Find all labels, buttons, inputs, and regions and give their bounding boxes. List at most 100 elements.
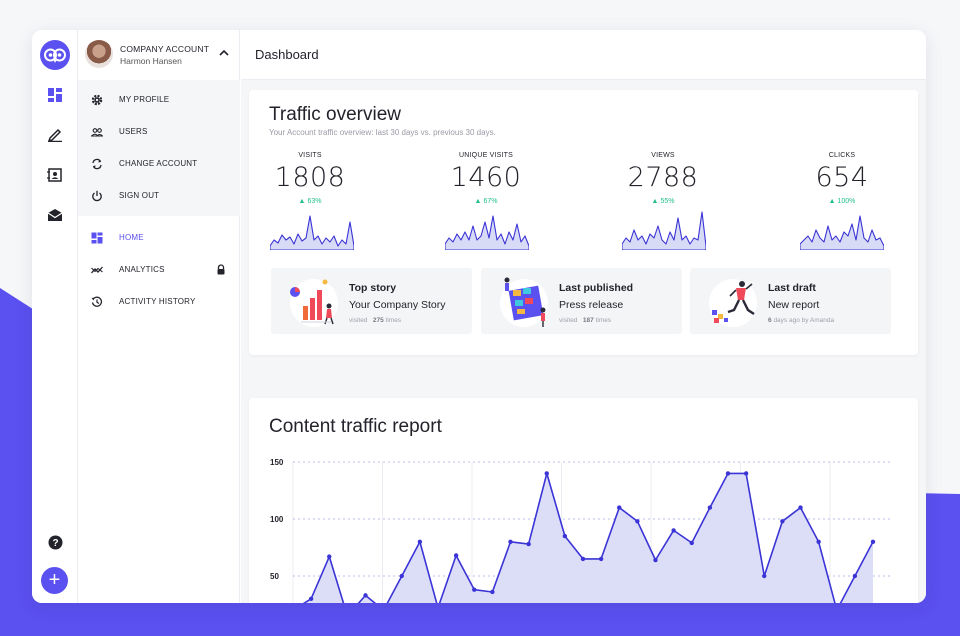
story-card-last-published[interactable]: Last published Press release visited 187… xyxy=(481,268,682,334)
stat-value: 1808 xyxy=(274,162,346,193)
help-icon[interactable]: ? xyxy=(32,529,78,555)
chart-point xyxy=(399,573,404,579)
sparkline-visits xyxy=(270,215,354,250)
chart-point xyxy=(508,539,513,544)
owl-logo-icon[interactable] xyxy=(40,40,70,70)
traffic-overview-subtitle: Your Account traffic overview: last 30 d… xyxy=(269,128,496,137)
chart-point xyxy=(617,505,622,510)
stat-value: 1460 xyxy=(450,162,522,193)
chart-point xyxy=(725,471,731,476)
chart-illustration-icon xyxy=(290,279,338,327)
menu-item-label: USERS xyxy=(119,127,148,136)
content-traffic-title: Content traffic report xyxy=(269,416,442,437)
chart-point xyxy=(689,540,694,546)
chart-point xyxy=(653,557,658,563)
stat-unique-visits: UNIQUE VISITS 1460 ▲ 67% xyxy=(431,152,541,205)
power-icon xyxy=(92,190,102,202)
chart-point xyxy=(852,573,858,579)
stat-label: VIEWS xyxy=(651,152,675,159)
stat-label: CLICKS xyxy=(828,152,856,159)
sparkline-clicks xyxy=(800,215,884,250)
story-title: Last draft xyxy=(768,282,816,294)
chart-area xyxy=(304,473,873,603)
y-tick-label: 150 xyxy=(270,458,284,467)
users-icon xyxy=(91,128,103,137)
mail-icon[interactable] xyxy=(32,202,78,228)
trend-up-icon: ▲ xyxy=(298,198,306,205)
traffic-overview-card: Traffic overview Your Account traffic ov… xyxy=(249,90,918,355)
menu-item-label: MY PROFILE xyxy=(119,95,170,104)
menu-item-label: CHANGE ACCOUNT xyxy=(119,159,198,168)
account-switcher[interactable]: COMPANY ACCOUNT Harmon Hansen xyxy=(78,30,240,80)
menu-item-sign-out[interactable]: SIGN OUT xyxy=(78,185,240,207)
stat-change-value: 55% xyxy=(660,198,675,205)
menu-item-my-profile[interactable]: MY PROFILE xyxy=(78,89,240,111)
nav-item-label: ANALYTICS xyxy=(119,265,165,274)
analytics-icon xyxy=(91,266,103,274)
stat-change: ▲ 55% xyxy=(608,198,718,205)
sparkline-unique-visits xyxy=(445,215,529,250)
account-label: COMPANY ACCOUNT xyxy=(120,44,210,54)
traffic-overview-title: Traffic overview xyxy=(269,104,401,125)
story-name: Press release xyxy=(559,299,624,311)
nav-item-analytics[interactable]: ANALYTICS xyxy=(78,259,240,281)
menu-item-users[interactable]: USERS xyxy=(78,121,240,143)
story-card-top-story[interactable]: Top story Your Company Story visited 275… xyxy=(271,268,472,334)
y-tick-label: 100 xyxy=(270,515,284,524)
stat-value: 2788 xyxy=(627,162,699,193)
chart-point xyxy=(743,471,749,476)
chart-point xyxy=(453,553,459,558)
story-meta: visited 187 times xyxy=(559,317,612,324)
stat-value: 654 xyxy=(815,162,869,193)
page-title: Dashboard xyxy=(255,47,319,62)
chart-point xyxy=(870,539,876,544)
y-tick-label: 50 xyxy=(270,572,279,581)
app-window: ? + COMPANY ACCOUNT Harmon Hansen MY PRO… xyxy=(32,30,926,603)
chart-point xyxy=(780,519,785,524)
avatar xyxy=(85,40,113,68)
menu-item-change-account[interactable]: CHANGE ACCOUNT xyxy=(78,153,240,175)
nav-item-activity-history[interactable]: ACTIVITY HISTORY xyxy=(78,291,240,313)
trend-up-icon: ▲ xyxy=(651,198,659,205)
story-meta: visited 275 times xyxy=(349,317,402,324)
chart-point xyxy=(363,593,368,598)
add-icon[interactable]: + xyxy=(41,567,68,594)
stat-change-value: 100% xyxy=(837,198,856,205)
chart-point xyxy=(544,471,549,476)
chart-point xyxy=(308,596,314,601)
contacts-icon[interactable] xyxy=(32,162,78,188)
chart-point xyxy=(762,573,767,579)
chart-point xyxy=(490,589,495,595)
nav-item-home[interactable]: HOME xyxy=(78,227,240,249)
stat-label: UNIQUE VISITS xyxy=(459,152,513,159)
account-name: Harmon Hansen xyxy=(120,56,182,66)
chart-point xyxy=(417,539,423,544)
lock-icon xyxy=(217,264,225,275)
stat-change: ▲ 63% xyxy=(255,198,365,205)
story-card-last-draft[interactable]: Last draft New report 6 days ago by Aman… xyxy=(690,268,891,334)
story-meta: 6 days ago by Amanda xyxy=(768,317,835,324)
edit-icon[interactable] xyxy=(32,122,78,148)
gear-icon xyxy=(91,94,103,106)
trend-up-icon: ▲ xyxy=(828,198,836,205)
story-name: Your Company Story xyxy=(349,299,446,311)
dashboard-icon[interactable] xyxy=(32,82,78,108)
sidebar: COMPANY ACCOUNT Harmon Hansen MY PROFILE… xyxy=(78,30,240,603)
stat-label: VISITS xyxy=(298,152,322,159)
stat-change-value: 67% xyxy=(483,198,498,205)
chart-point xyxy=(671,528,676,533)
content-traffic-chart: 050100150 xyxy=(270,458,890,603)
chart-point xyxy=(707,505,713,510)
story-title: Last published xyxy=(559,282,634,294)
board-illustration-icon xyxy=(500,277,548,327)
menu-item-label: SIGN OUT xyxy=(119,191,160,200)
main-content: Traffic overview Your Account traffic ov… xyxy=(241,80,926,603)
stat-views: VIEWS 2788 ▲ 55% xyxy=(608,152,718,205)
stat-clicks: CLICKS 654 ▲ 100% xyxy=(787,152,897,205)
runner-illustration-icon xyxy=(709,279,757,327)
chevron-up-icon[interactable] xyxy=(218,47,230,59)
chart-point xyxy=(580,556,586,562)
nav-item-label: ACTIVITY HISTORY xyxy=(119,297,196,306)
content-traffic-card: Content traffic report 050100150 xyxy=(249,398,918,603)
trend-up-icon: ▲ xyxy=(474,198,482,205)
